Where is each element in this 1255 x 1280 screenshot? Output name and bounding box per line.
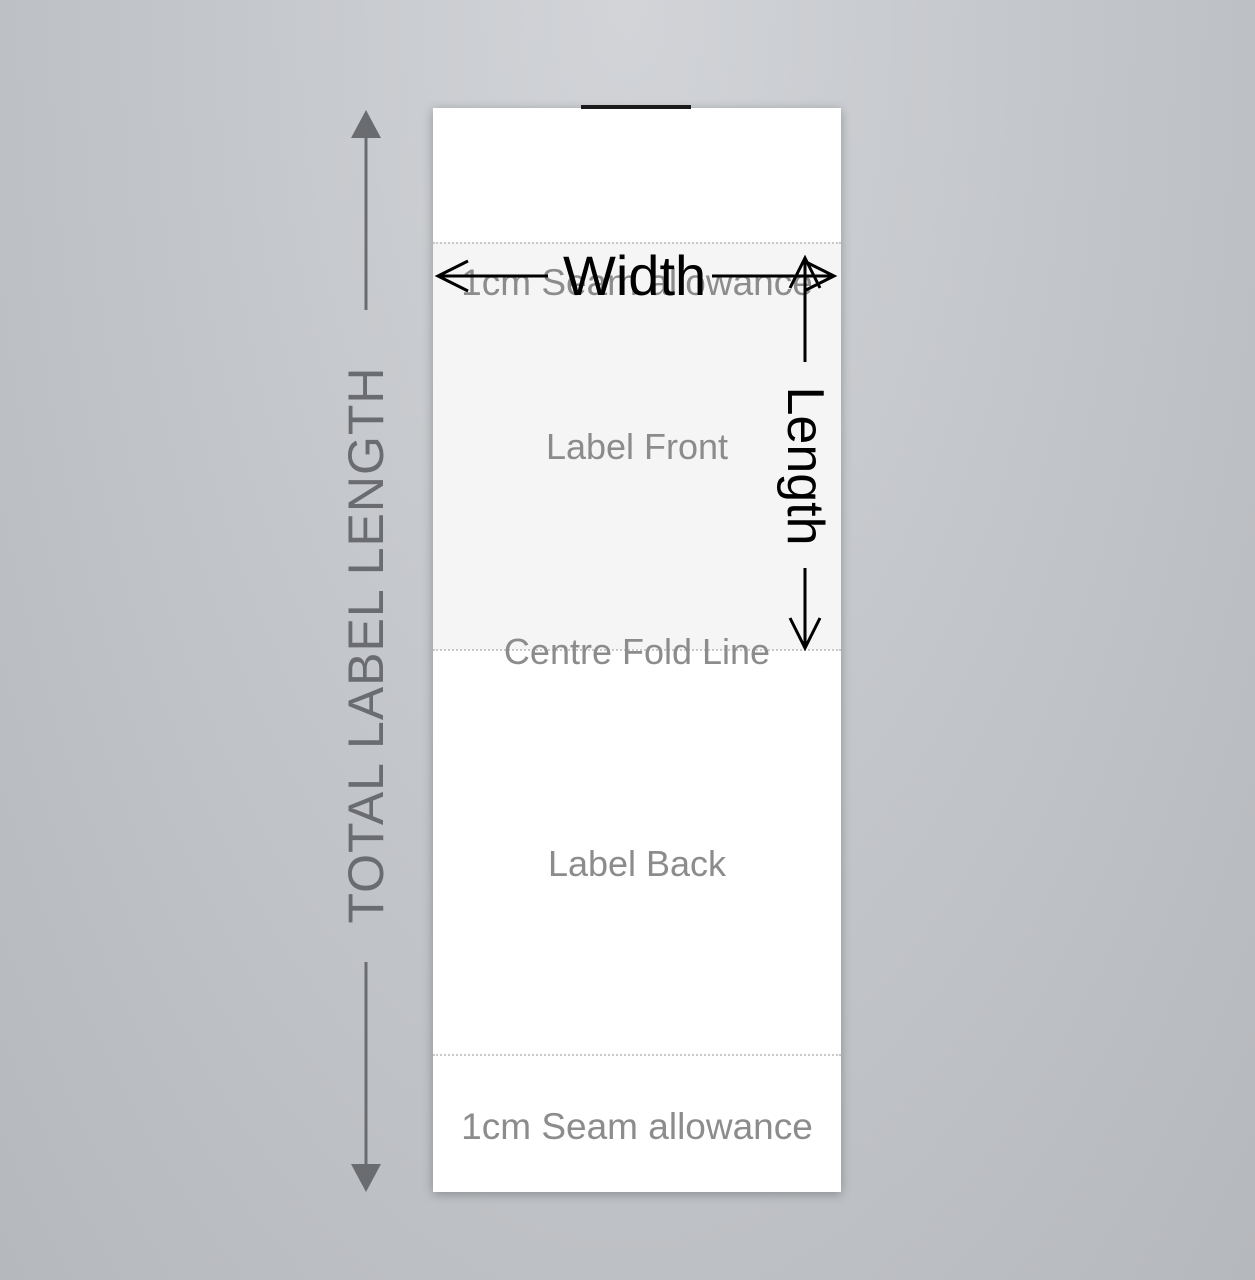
top-edge-mark [581, 105, 691, 109]
centre-fold-line-text: Centre Fold Line [503, 631, 771, 672]
label-front-area [433, 242, 841, 650]
seam-allowance-top-text: 1cm Seam allowance [461, 262, 813, 303]
seam-line-top [433, 242, 841, 244]
centre-fold-line [433, 649, 841, 651]
label-back-text: Label Back [547, 843, 727, 884]
total-length-arrow [351, 110, 381, 1192]
label-card: 1cm Seam allowance Label Front Centre Fo… [433, 105, 841, 1192]
width-label: Width [563, 244, 707, 307]
length-label: Length [776, 386, 834, 546]
label-front-text: Label Front [545, 426, 729, 467]
length-arrow [788, 254, 822, 652]
total-label-length-label: TOTAL LABEL LENGTH [338, 366, 394, 924]
seam-line-bottom [433, 1054, 841, 1056]
seam-allowance-bottom-text: 1cm Seam allowance [461, 1106, 813, 1147]
